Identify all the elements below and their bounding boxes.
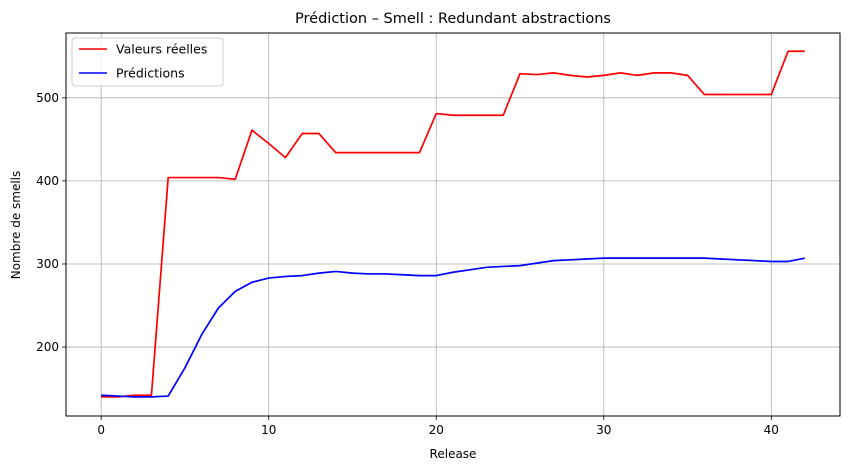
- y-tick-label: 200: [36, 340, 59, 354]
- x-tick-label: 40: [764, 423, 779, 437]
- x-axis-label: Release: [430, 447, 477, 461]
- legend-box: [71, 37, 224, 87]
- x-tick-label: 20: [429, 423, 444, 437]
- y-axis-label: Nombre de smells: [9, 171, 23, 280]
- series-layer: [101, 50, 805, 398]
- x-tick-label: 30: [596, 423, 611, 437]
- grid: [66, 33, 840, 416]
- series-line-predictions: [101, 257, 805, 398]
- legend-label-predictions: Prédictions: [116, 66, 185, 81]
- x-tick-label: 0: [97, 423, 105, 437]
- x-axis: 0 10 20 30 40: [97, 416, 779, 437]
- legend-label-valeurs-reelles: Valeurs réelles: [116, 42, 207, 57]
- y-tick-label: 400: [36, 174, 59, 188]
- plot-frame: [65, 32, 841, 417]
- x-tick-label: 10: [261, 423, 276, 437]
- y-axis: 200 300 400 500: [36, 91, 66, 354]
- y-tick-label: 500: [36, 91, 59, 105]
- series-line-valeurs-reelles: [101, 50, 805, 398]
- chart-title: Prédiction – Smell : Redundant abstracti…: [295, 11, 611, 27]
- legend: Valeurs réelles Prédictions: [71, 37, 224, 87]
- y-tick-label: 300: [36, 257, 59, 271]
